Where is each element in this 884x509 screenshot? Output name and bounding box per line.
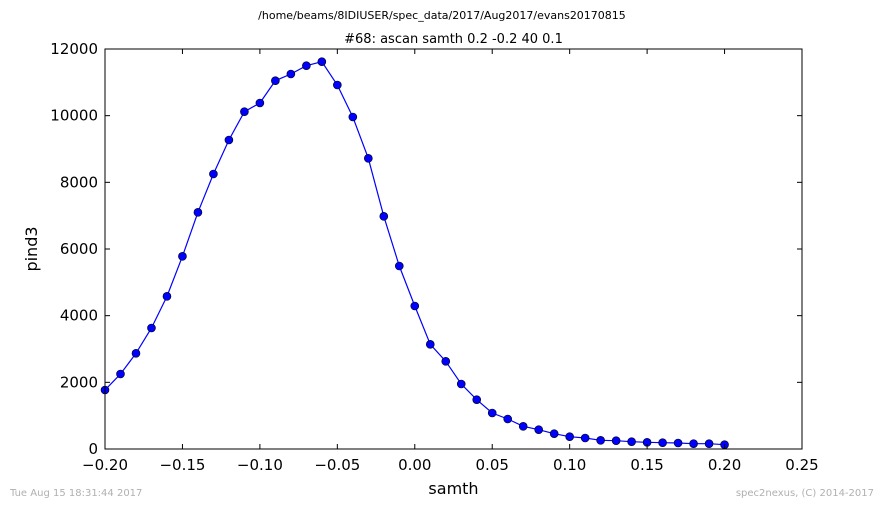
data-point — [286, 69, 296, 79]
data-point — [348, 112, 358, 122]
data-point — [611, 436, 621, 445]
data-point — [441, 357, 451, 366]
y-tick-label: 10000 — [50, 107, 98, 125]
data-point — [116, 369, 125, 379]
y-tick-label: 12000 — [50, 40, 98, 58]
data-point — [224, 135, 234, 145]
data-point — [302, 61, 311, 70]
x-tick-label: 0.00 — [398, 456, 431, 474]
chart-title: #68: ascan samth 0.2 -0.2 40 0.1 — [344, 32, 563, 47]
data-point — [503, 414, 513, 424]
y-tick-label: 6000 — [60, 240, 98, 258]
x-tick-label: 0.25 — [785, 456, 818, 474]
x-tick-label: 0.05 — [476, 456, 509, 474]
x-tick-label: −0.05 — [314, 456, 360, 474]
credit: spec2nexus, (C) 2014-2017 — [735, 488, 874, 499]
y-tick-label: 0 — [88, 440, 98, 458]
x-tick-label: −0.15 — [159, 456, 205, 474]
timestamp: Tue Aug 15 18:31:44 2017 — [10, 488, 143, 499]
y-tick-label: 2000 — [60, 373, 98, 391]
x-tick-label: −0.10 — [237, 456, 283, 474]
data-point — [364, 154, 373, 163]
data-point — [333, 80, 342, 90]
x-tick-label: 0.20 — [708, 456, 741, 474]
y-axis-label: pind3 — [22, 226, 41, 271]
data-point — [178, 252, 187, 261]
data-point — [487, 408, 497, 418]
data-point — [673, 438, 683, 448]
data-point — [410, 301, 420, 311]
data-point — [704, 439, 714, 448]
data-point — [317, 57, 327, 66]
data-point — [518, 422, 528, 431]
data-point — [565, 432, 574, 441]
x-tick-label: 0.10 — [553, 456, 586, 474]
data-point — [147, 323, 156, 333]
data-point — [255, 98, 265, 108]
data-point — [271, 76, 280, 85]
data-point — [240, 107, 249, 116]
data-point — [193, 208, 203, 217]
data-point — [456, 379, 466, 389]
data-point — [472, 395, 482, 404]
data-point — [627, 437, 636, 446]
data-point — [131, 349, 141, 358]
data-point — [209, 169, 218, 179]
data-point — [689, 439, 698, 448]
x-axis-label: samth — [428, 479, 478, 498]
data-point — [425, 340, 435, 349]
y-tick-label: 4000 — [60, 307, 98, 325]
x-tick-label: −0.20 — [82, 456, 128, 474]
data-point — [394, 261, 404, 271]
figure-suptitle: /home/beams/8IDIUSER/spec_data/2017/Aug2… — [258, 9, 626, 22]
x-tick-label: 0.15 — [630, 456, 663, 474]
data-point — [596, 436, 605, 445]
data-point — [534, 425, 543, 434]
data-point — [658, 438, 667, 447]
data-point — [549, 429, 559, 438]
y-tick-label: 8000 — [60, 173, 98, 191]
data-point — [580, 433, 590, 443]
plot-area — [105, 49, 802, 449]
data-point — [379, 212, 389, 221]
data-point — [162, 292, 172, 301]
